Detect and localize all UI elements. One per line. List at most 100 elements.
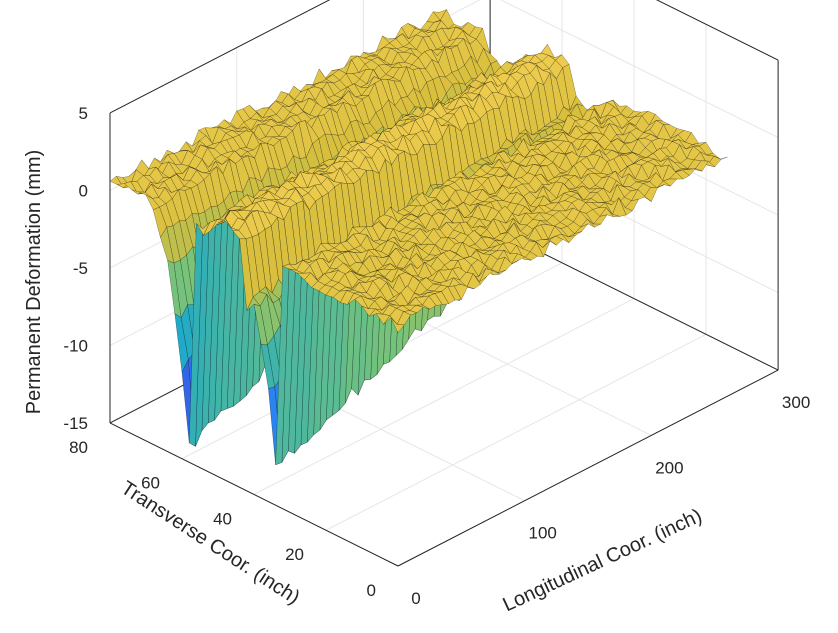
surface-face — [536, 241, 551, 258]
surface-face — [407, 292, 423, 305]
surface-face — [239, 238, 254, 312]
surface-face — [619, 152, 633, 156]
surface-face — [363, 135, 378, 145]
surface-face — [579, 156, 595, 170]
x-axis-label: Longitudinal Coor. (inch) — [500, 505, 706, 617]
surface-face — [390, 317, 405, 334]
surface-face — [380, 296, 395, 304]
surface-face — [152, 206, 167, 239]
grid-line — [499, 0, 779, 139]
surface-face — [549, 192, 565, 205]
surface-face — [542, 186, 558, 203]
surface-face — [573, 210, 588, 228]
surface-face — [620, 163, 635, 172]
surface-face — [318, 284, 333, 296]
surface-face — [477, 81, 492, 90]
surface-face — [436, 252, 452, 266]
grid-line — [253, 298, 635, 495]
x-tick-label: 0 — [411, 589, 420, 608]
surface-face — [332, 290, 348, 303]
surface-face — [656, 120, 670, 125]
surface-face — [588, 116, 603, 129]
surface-face — [399, 233, 415, 242]
surface-face — [512, 133, 528, 144]
surface-face — [188, 222, 203, 447]
surface-face — [521, 234, 536, 242]
surface-face — [587, 218, 601, 228]
surface-face — [598, 202, 613, 215]
surface-face — [534, 173, 550, 185]
surface-face — [681, 168, 697, 176]
surface-face — [579, 210, 594, 225]
surface-face — [591, 138, 605, 150]
surface-face — [599, 101, 615, 120]
surface-face — [367, 249, 383, 259]
surface-face — [160, 226, 175, 264]
surface-face — [251, 210, 266, 235]
surface-face — [306, 82, 320, 86]
surface-face — [510, 253, 526, 265]
axis-box-edge — [655, 0, 779, 61]
surface-face — [525, 212, 541, 220]
surface-face — [250, 119, 266, 131]
surface-face — [392, 66, 408, 82]
surface-face — [498, 256, 513, 274]
z-tick-label: 5 — [79, 104, 88, 123]
surface-face — [529, 241, 545, 257]
surface-face — [367, 300, 383, 311]
surface-face — [428, 187, 443, 199]
surface-face — [654, 164, 670, 183]
surface-face — [668, 171, 684, 180]
surface-face — [174, 312, 189, 374]
surface-face — [405, 220, 420, 230]
surface-face — [544, 202, 559, 211]
surface-face — [585, 209, 601, 225]
surface-face — [283, 111, 299, 122]
surface-face — [554, 233, 570, 243]
y-tick-label: 0 — [367, 581, 376, 600]
surface-face — [453, 170, 469, 180]
surface-face — [536, 81, 552, 127]
surface-face — [482, 245, 497, 252]
surface-face — [548, 129, 564, 136]
surface-face — [361, 305, 377, 317]
surface-face — [569, 185, 584, 192]
surface-face — [469, 198, 485, 206]
surface-face — [612, 197, 627, 217]
surface-face — [544, 151, 560, 164]
surface-face — [224, 218, 239, 231]
axis-box-edge — [109, 422, 399, 567]
surface-face — [614, 113, 629, 130]
surface-face — [277, 115, 291, 124]
surface-face — [221, 157, 236, 165]
surface-face — [224, 125, 239, 133]
surface-face — [184, 187, 199, 215]
surface-face — [325, 69, 340, 79]
surface-face — [550, 146, 566, 155]
surface-face — [464, 92, 480, 102]
axis-box-edge — [397, 369, 779, 567]
surface-face — [470, 203, 485, 214]
surface-face — [530, 148, 546, 157]
surface-face — [622, 122, 637, 136]
surface-face — [535, 239, 550, 248]
surface-face — [637, 137, 653, 149]
surface-face — [209, 160, 224, 175]
surface-face — [304, 120, 320, 145]
surface-face — [218, 127, 233, 134]
surface-face — [567, 164, 582, 180]
surface-face — [571, 142, 586, 159]
x-tick-label: 100 — [529, 524, 557, 543]
z-tick-label: 0 — [79, 182, 88, 201]
surface-face — [220, 205, 235, 412]
surface-face — [529, 240, 543, 248]
surface-face — [474, 184, 490, 195]
surface-face — [416, 304, 430, 310]
surface-face — [435, 187, 450, 205]
surface-face — [685, 144, 700, 150]
surface-face — [529, 61, 543, 71]
surface-face — [394, 26, 409, 39]
surface-face — [608, 116, 623, 130]
surface-face — [515, 244, 531, 260]
